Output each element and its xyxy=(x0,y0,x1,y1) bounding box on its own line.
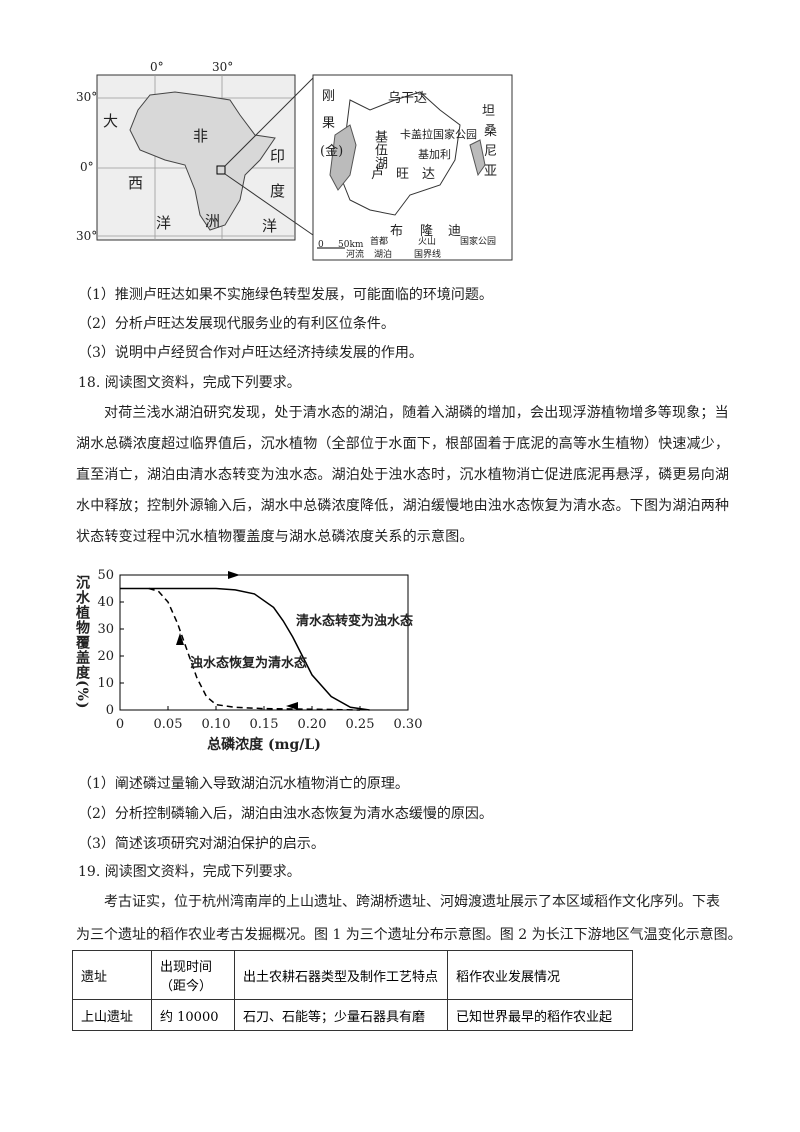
lat-label: 30° xyxy=(76,90,98,104)
map xyxy=(96,74,513,261)
inset-label: 旺 xyxy=(396,167,410,182)
cell: 遗址 xyxy=(72,950,152,1000)
y-axis-label: 沉水植物覆盖度(%) xyxy=(74,574,91,709)
inset-label: 桑 xyxy=(484,124,498,139)
continent-label: 非 xyxy=(193,127,209,145)
lon-label: 0° xyxy=(150,60,164,74)
paragraph-line: 状态转变过程中沉水植物覆盖度与湖水总磷浓度关系的示意图。 xyxy=(76,529,474,545)
arrow xyxy=(176,633,184,645)
leader xyxy=(224,173,314,236)
cell: 出土农耕石器类型及制作工艺特点 xyxy=(234,950,448,1000)
legend-label: 国界线 xyxy=(414,250,442,260)
inset-label: 基伍湖 xyxy=(372,130,387,169)
inset-label: 坦 xyxy=(482,104,496,119)
continent-label: 洲 xyxy=(205,212,221,230)
y-tick-label: 0 xyxy=(106,703,114,718)
question-item: （3）说明中卢经贸合作对卢旺达经济持续发展的作用。 xyxy=(78,345,423,361)
inset-label: 迪 xyxy=(448,224,462,239)
y-tick-label: 40 xyxy=(97,595,114,610)
cell: 约 10000 xyxy=(151,999,235,1031)
x-tick-label: 0.15 xyxy=(250,717,279,732)
series-label: 浊水态恢复为清水态 xyxy=(190,655,307,671)
question-item: （3）简述该项研究对湖泊保护的启示。 xyxy=(78,836,325,852)
inset-label: (金) xyxy=(320,144,344,159)
inset-label: 卢 xyxy=(371,167,385,182)
ocean-label: 印 xyxy=(270,147,286,165)
legend-label: 0 xyxy=(318,240,324,250)
ocean-label: 洋 xyxy=(262,217,278,235)
legend-label: 国家公园 xyxy=(460,237,497,247)
table-header: 遗址 出现时间（距今） 出土农耕石器类型及制作工艺特点 稻作农业发展情况 xyxy=(72,950,633,1000)
paragraph-line: 水中释放；控制外源输入后，湖水中总磷浓度降低，湖泊缓慢地由浊水态恢复为清水态。下… xyxy=(76,498,730,514)
inset-label: 刚 xyxy=(322,89,336,104)
inset-label: 卡盖拉国家公园 xyxy=(400,128,477,141)
cell: 已知世界最早的稻作农业起 xyxy=(447,999,633,1031)
series-line xyxy=(148,587,361,711)
x-tick-label: 0.30 xyxy=(394,717,423,732)
legend-label: 50km xyxy=(338,240,364,250)
y-tick-label: 50 xyxy=(97,568,114,583)
inset-marker xyxy=(216,165,226,175)
ocean-label: 西 xyxy=(128,174,144,192)
y-tick-label: 10 xyxy=(97,676,114,691)
cell: 石刀、石能等；少量石器具有磨 xyxy=(234,999,448,1031)
lon-label: 30° xyxy=(212,60,234,74)
question-item: （2）分析控制磷输入后，湖泊由浊水态恢复为清水态缓慢的原因。 xyxy=(78,806,493,822)
inset-label: 布 xyxy=(390,224,404,239)
y-tick-label: 30 xyxy=(97,622,114,637)
plot-frame xyxy=(119,574,409,711)
x-axis-label: 总磷浓度 (mg/L) xyxy=(207,736,321,753)
table: 遗址 出现时间（距今） 出土农耕石器类型及制作工艺特点 稻作农业发展情况 上山遗… xyxy=(72,950,633,1031)
question-item: （1）阐述磷过量输入导致湖泊沉水植物消亡的原理。 xyxy=(78,776,409,792)
paragraph-line: 直至消亡，湖泊由清水态转变为浊水态。湖泊处于浊水态时，沉水植物消亡促进底泥再悬浮… xyxy=(76,467,730,483)
ocean-label: 度 xyxy=(270,182,286,200)
y-tick-label: 20 xyxy=(97,649,114,664)
inset-label: 尼 xyxy=(484,144,498,159)
arrow xyxy=(286,702,298,710)
lat-label: 0° xyxy=(80,160,94,174)
legend-label: 河流 xyxy=(346,250,365,260)
question-item: （2）分析卢旺达发展现代服务业的有利区位条件。 xyxy=(78,316,395,332)
x-tick-label: 0.05 xyxy=(154,717,183,732)
inset-label: 基加利 xyxy=(418,148,451,161)
lake xyxy=(469,139,486,177)
cell: 上山遗址 xyxy=(72,999,152,1031)
x-tick-label: 0.25 xyxy=(346,717,375,732)
x-tick-label: 0 xyxy=(116,717,124,732)
series-label: 清水态转变为浊水态 xyxy=(296,613,413,629)
series-line xyxy=(120,587,370,711)
chart: 0 10 20 30 40 50 0 0.05 0.10 0.15 0.20 0.25 0.30 沉水植物… xyxy=(74,568,423,753)
legend-label: 火山 xyxy=(418,237,437,247)
paragraph-line: 为三个遗址的稻作农业考古发掘概况。图 1 为三个遗址分布示意图。图 2 为长江下… xyxy=(76,927,742,943)
cell: 出现时间（距今） xyxy=(151,950,235,1000)
inset-label: 果 xyxy=(322,116,336,131)
ocean-label: 大 xyxy=(103,112,119,130)
paragraph-line: 对荷兰浅水湖泊研究发现，处于清水态的湖泊，随着入湖磷的增加，会出现浮游植物增多等… xyxy=(104,405,729,421)
leader xyxy=(224,77,314,167)
africa xyxy=(129,91,276,231)
inset-label: 乌干达 xyxy=(388,91,428,106)
cell: 稻作农业发展情况 xyxy=(447,950,633,1000)
paragraph-line: 考古证实，位于杭州湾南岸的上山遗址、跨湖桥遗址、河姆渡遗址展示了本区域稻作文化序… xyxy=(104,894,720,910)
inset-label: 亚 xyxy=(484,164,498,179)
question-heading: 18. 阅读图文资料，完成下列要求。 xyxy=(78,375,301,391)
arrow xyxy=(228,571,240,579)
legend-label: 首都 xyxy=(370,237,389,247)
legend-label: 湖泊 xyxy=(374,250,393,260)
inset-label: 隆 xyxy=(420,224,434,239)
lake xyxy=(329,124,357,191)
x-tick-label: 0.20 xyxy=(298,717,327,732)
lat-label: 30° xyxy=(76,229,98,243)
question-item: （1）推测卢旺达如果不实施绿色转型发展，可能面临的环境问题。 xyxy=(78,287,493,303)
x-tick-label: 0.10 xyxy=(202,717,231,732)
paragraph-line: 湖水总磷浓度超过临界值后，沉水植物（全部位于水面下，根部固着于底泥的高等水生植物… xyxy=(76,436,730,452)
ocean-label: 洋 xyxy=(156,214,172,232)
question-heading: 19. 阅读图文资料，完成下列要求。 xyxy=(78,864,301,880)
inset-label: 达 xyxy=(422,167,436,182)
table-row: 上山遗址 约 10000 石刀、石能等；少量石器具有磨 已知世界最早的稻作农业起 xyxy=(72,999,633,1031)
